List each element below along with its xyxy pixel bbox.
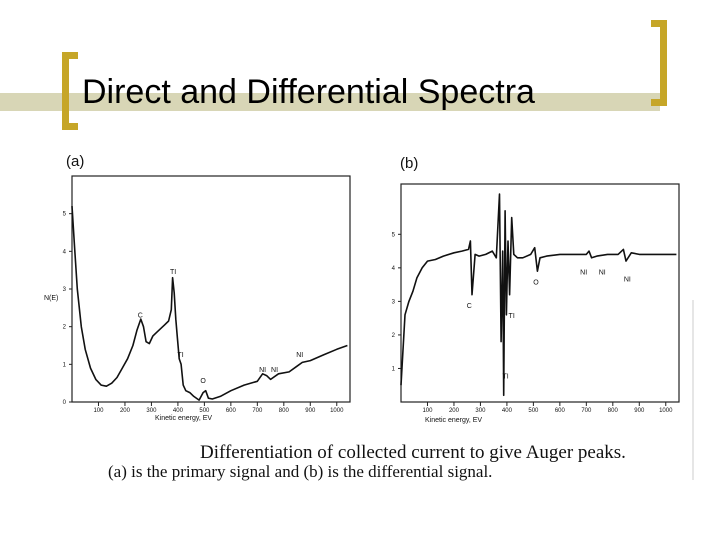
panel-a-y-tick-label: 3 xyxy=(63,287,67,293)
panel-b-peak-annotation: C xyxy=(467,303,472,310)
panel-b-x-tick-label: 300 xyxy=(475,408,486,414)
panel-a-peak-annotation: NI xyxy=(296,352,303,359)
panel-a-peak-annotation: NI xyxy=(271,367,278,374)
slide-title: Direct and Differential Spectra xyxy=(82,73,535,111)
left-bracket-decoration xyxy=(62,52,78,130)
panel-b-plot-frame xyxy=(400,183,680,403)
panel-a-y-axis-label: N(E) xyxy=(44,295,58,302)
caption-line-2: (a) is the primary signal and (b) is the… xyxy=(108,462,493,481)
panel-b-y-tick-label: 5 xyxy=(392,232,396,238)
panel-a-x-tick-label: 1000 xyxy=(330,408,344,414)
panel-a-x-tick-label: 400 xyxy=(173,408,184,414)
panel-b-peak-annotation: TI xyxy=(509,313,515,320)
panel-a-x-tick-label: 800 xyxy=(279,408,290,414)
panel-a-peak-annotation: TI xyxy=(177,352,183,359)
panel-a-plot-frame xyxy=(71,175,351,403)
caption-line-1: Differentiation of collected current to … xyxy=(200,442,626,463)
panel-a-y-tick-label: 0 xyxy=(63,400,67,406)
panel-a-peak-annotation: O xyxy=(200,378,206,385)
right-bracket-decoration xyxy=(651,20,667,106)
panel-b-x-tick-label: 700 xyxy=(581,408,592,414)
panel-b-x-tick-label: 900 xyxy=(634,408,645,414)
panel-b-x-axis-label: Kinetic energy, EV xyxy=(425,417,482,424)
panel-a-x-tick-label: 200 xyxy=(120,408,131,414)
panel-b-x-tick-label: 100 xyxy=(422,408,433,414)
scan-edge-line xyxy=(692,300,694,480)
panel-a-peak-annotation: C xyxy=(138,312,143,319)
panel-a-label: (a) xyxy=(66,153,84,170)
panel-b-y-tick-label: 4 xyxy=(392,266,396,272)
panel-a-y-tick-label: 5 xyxy=(63,212,67,218)
title-underline-bar xyxy=(0,93,660,111)
panel-a-x-axis-label: Kinetic energy, EV xyxy=(155,415,212,422)
panel-a-x-tick-label: 600 xyxy=(226,408,237,414)
panel-a-x-tick-label: 900 xyxy=(305,408,316,414)
panel-b-label: (b) xyxy=(400,155,418,172)
panel-a-y-tick-label: 2 xyxy=(63,325,67,331)
panel-b-peak-annotation: NI xyxy=(599,270,606,277)
panel-b-x-tick-label: 200 xyxy=(449,408,460,414)
panel-b-peak-annotation: NI xyxy=(624,276,631,283)
panel-a-y-tick-label: 1 xyxy=(63,362,67,368)
panel-b-y-tick-label: 1 xyxy=(392,366,396,372)
panel-b-x-tick-label: 600 xyxy=(555,408,566,414)
panel-a-peak-annotation: NI xyxy=(259,367,266,374)
panel-a-x-tick-label: 300 xyxy=(146,408,157,414)
panel-a-x-tick-label: 500 xyxy=(199,408,210,414)
panel-b-peak-annotation: TI xyxy=(502,374,508,381)
panel-b-y-tick-label: 3 xyxy=(392,299,396,305)
panel-a-x-tick-label: 100 xyxy=(93,408,104,414)
panel-a-peak-annotation: TI xyxy=(170,269,176,276)
panel-b-x-tick-label: 1000 xyxy=(659,408,673,414)
panel-a-series-line xyxy=(71,206,348,401)
panel-b-x-tick-label: 800 xyxy=(608,408,619,414)
panel-b-series-line xyxy=(400,193,677,397)
panel-b-x-tick-label: 500 xyxy=(528,408,539,414)
panel-a-y-tick-label: 4 xyxy=(63,249,67,255)
panel-b-y-tick-label: 2 xyxy=(392,333,396,339)
panel-b-peak-annotation: O xyxy=(533,280,539,287)
panel-b-peak-annotation: NI xyxy=(580,270,587,277)
panel-b-x-tick-label: 400 xyxy=(502,408,513,414)
panel-a-x-tick-label: 700 xyxy=(252,408,263,414)
